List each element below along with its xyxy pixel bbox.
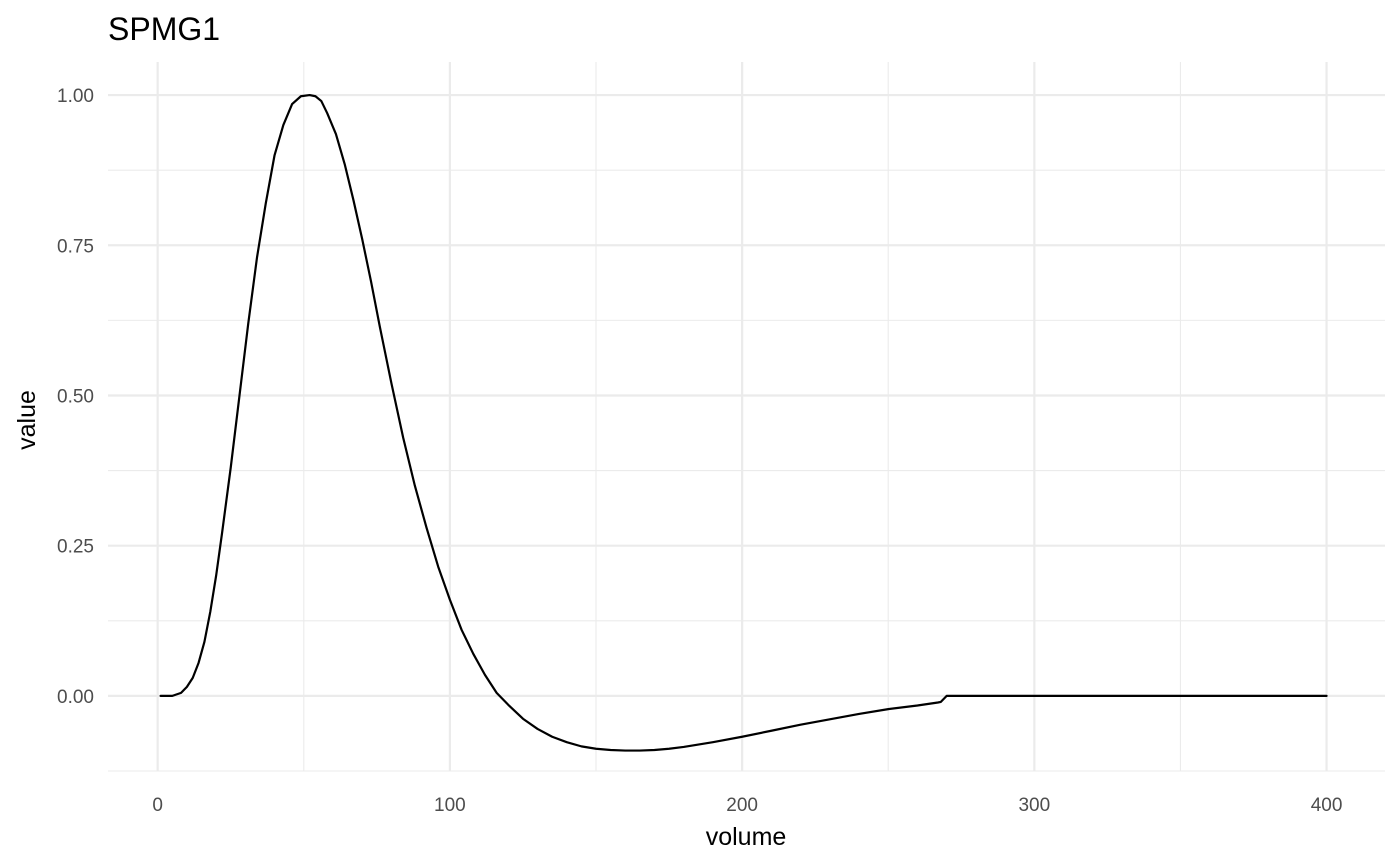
x-tick-label: 100 bbox=[434, 795, 466, 816]
chart-title: SPMG1 bbox=[108, 11, 220, 47]
x-axis-label: volume bbox=[706, 823, 787, 851]
y-tick-label: 0.50 bbox=[57, 386, 94, 407]
x-tick-label: 400 bbox=[1311, 795, 1343, 816]
y-tick-label: 1.00 bbox=[57, 86, 94, 107]
major-gridlines bbox=[108, 62, 1385, 771]
y-axis-ticks: 0.00 0.25 0.50 0.75 1.00 bbox=[57, 86, 94, 708]
x-tick-label: 0 bbox=[152, 795, 163, 816]
y-tick-label: 0.00 bbox=[57, 687, 94, 708]
x-tick-label: 200 bbox=[726, 795, 758, 816]
x-axis-ticks: 0 100 200 300 400 bbox=[152, 795, 1342, 816]
y-tick-label: 0.75 bbox=[57, 236, 94, 257]
series-line-spmg1 bbox=[159, 93, 1328, 752]
y-axis-label: value bbox=[13, 390, 41, 450]
minor-gridlines bbox=[108, 62, 1385, 772]
x-tick-label: 300 bbox=[1018, 795, 1050, 816]
y-tick-label: 0.25 bbox=[57, 537, 94, 558]
series-layer bbox=[159, 93, 1328, 752]
